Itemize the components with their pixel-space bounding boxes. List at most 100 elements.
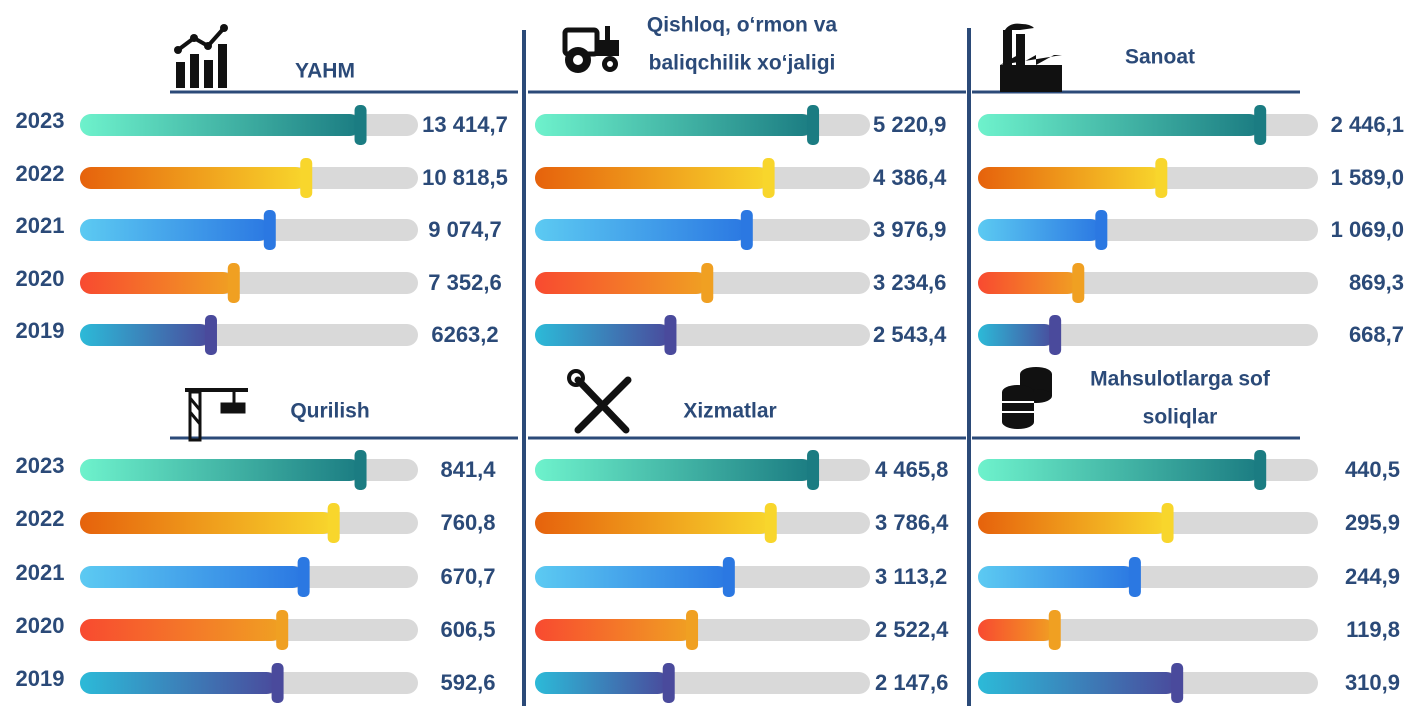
bar: [978, 114, 1261, 136]
value-label: 295,9: [1345, 510, 1400, 535]
bar-knob: [327, 503, 340, 543]
value-label: 310,9: [1345, 670, 1400, 695]
bar-knob: [762, 158, 775, 198]
bar: [978, 324, 1056, 346]
value-label: 760,8: [440, 510, 495, 535]
bar: [535, 672, 669, 694]
panel-title: Qishloq, o‘rmon va: [647, 14, 838, 37]
year-label: 2022: [16, 161, 65, 186]
panel-title: Xizmatlar: [683, 400, 776, 423]
bar-knob: [1161, 503, 1174, 543]
bar-knob: [664, 315, 677, 355]
bar: [535, 219, 747, 241]
panel-title: YAHM: [295, 60, 355, 83]
value-label: 3 976,9: [873, 217, 946, 242]
value-label: 119,8: [1346, 617, 1400, 642]
value-label: 2 543,4: [873, 322, 947, 347]
value-label: 3 786,4: [875, 510, 949, 535]
panel-title: Qurilish: [290, 400, 369, 423]
factory-icon: [1000, 23, 1062, 92]
value-label: 2 147,6: [875, 670, 948, 695]
bar-knob: [1072, 263, 1085, 303]
bar: [80, 672, 278, 694]
value-label: 1 069,0: [1331, 217, 1404, 242]
bar-knob: [300, 158, 313, 198]
panel-title: Sanoat: [1125, 46, 1195, 69]
year-label: 2021: [16, 213, 65, 238]
value-label: 869,3: [1349, 270, 1404, 295]
value-label: 6263,2: [431, 322, 498, 347]
value-label: 841,4: [440, 457, 496, 482]
bar-knob: [297, 557, 310, 597]
bar: [535, 272, 708, 294]
bar-knob: [807, 105, 820, 145]
bar: [80, 459, 361, 481]
bar: [80, 219, 270, 241]
bar: [535, 459, 814, 481]
bar: [80, 619, 283, 641]
bar: [978, 459, 1261, 481]
bar-knob: [1095, 210, 1108, 250]
bar-knob: [1171, 663, 1184, 703]
bar-knob: [1254, 450, 1267, 490]
year-label: 2019: [16, 318, 65, 343]
panel-title: soliqlar: [1143, 406, 1218, 429]
bar-knob: [354, 105, 367, 145]
value-label: 13 414,7: [422, 112, 508, 137]
value-label: 4 386,4: [873, 165, 947, 190]
year-label: 2019: [16, 666, 65, 691]
bar-knob: [701, 263, 714, 303]
year-label: 2021: [16, 560, 65, 585]
value-label: 440,5: [1345, 457, 1400, 482]
value-label: 9 074,7: [428, 217, 501, 242]
bar-knob: [740, 210, 753, 250]
tractor-icon: [562, 26, 619, 73]
bar: [80, 272, 234, 294]
bar-knob: [204, 315, 217, 355]
bar: [535, 619, 693, 641]
bar: [80, 512, 334, 534]
bar: [535, 167, 769, 189]
bar-knob: [354, 450, 367, 490]
value-label: 668,7: [1349, 322, 1404, 347]
bar-knob: [686, 610, 699, 650]
bar-knob: [807, 450, 820, 490]
bar: [978, 566, 1135, 588]
bar: [535, 324, 671, 346]
bar-knob: [1155, 158, 1168, 198]
bar: [978, 619, 1055, 641]
bar: [978, 512, 1168, 534]
bar-knob: [227, 263, 240, 303]
value-label: 7 352,6: [428, 270, 501, 295]
bar: [978, 219, 1102, 241]
value-label: 4 465,8: [875, 457, 948, 482]
value-label: 2 446,1: [1331, 112, 1404, 137]
year-label: 2020: [16, 613, 65, 638]
chart-icon: [174, 24, 228, 88]
bar-knob: [1048, 610, 1061, 650]
year-label: 2023: [16, 108, 65, 133]
bar-knob: [1254, 105, 1267, 145]
bar: [535, 512, 771, 534]
bar: [80, 167, 307, 189]
bar-knob: [263, 210, 276, 250]
panel-title: Mahsulotlarga sof: [1090, 368, 1271, 391]
bar: [978, 672, 1178, 694]
year-label: 2022: [16, 506, 65, 531]
value-label: 592,6: [440, 670, 495, 695]
bar-track: [978, 324, 1318, 346]
bar-track: [978, 619, 1318, 641]
tools-icon: [567, 369, 632, 434]
bar: [535, 114, 814, 136]
value-label: 3 113,2: [875, 564, 947, 589]
crane-icon: [185, 388, 248, 442]
bar-knob: [764, 503, 777, 543]
bar: [535, 566, 729, 588]
bar: [978, 272, 1079, 294]
bar-knob: [662, 663, 675, 703]
value-label: 3 234,6: [873, 270, 946, 295]
value-label: 10 818,5: [422, 165, 508, 190]
value-label: 670,7: [440, 564, 495, 589]
value-label: 2 522,4: [875, 617, 949, 642]
